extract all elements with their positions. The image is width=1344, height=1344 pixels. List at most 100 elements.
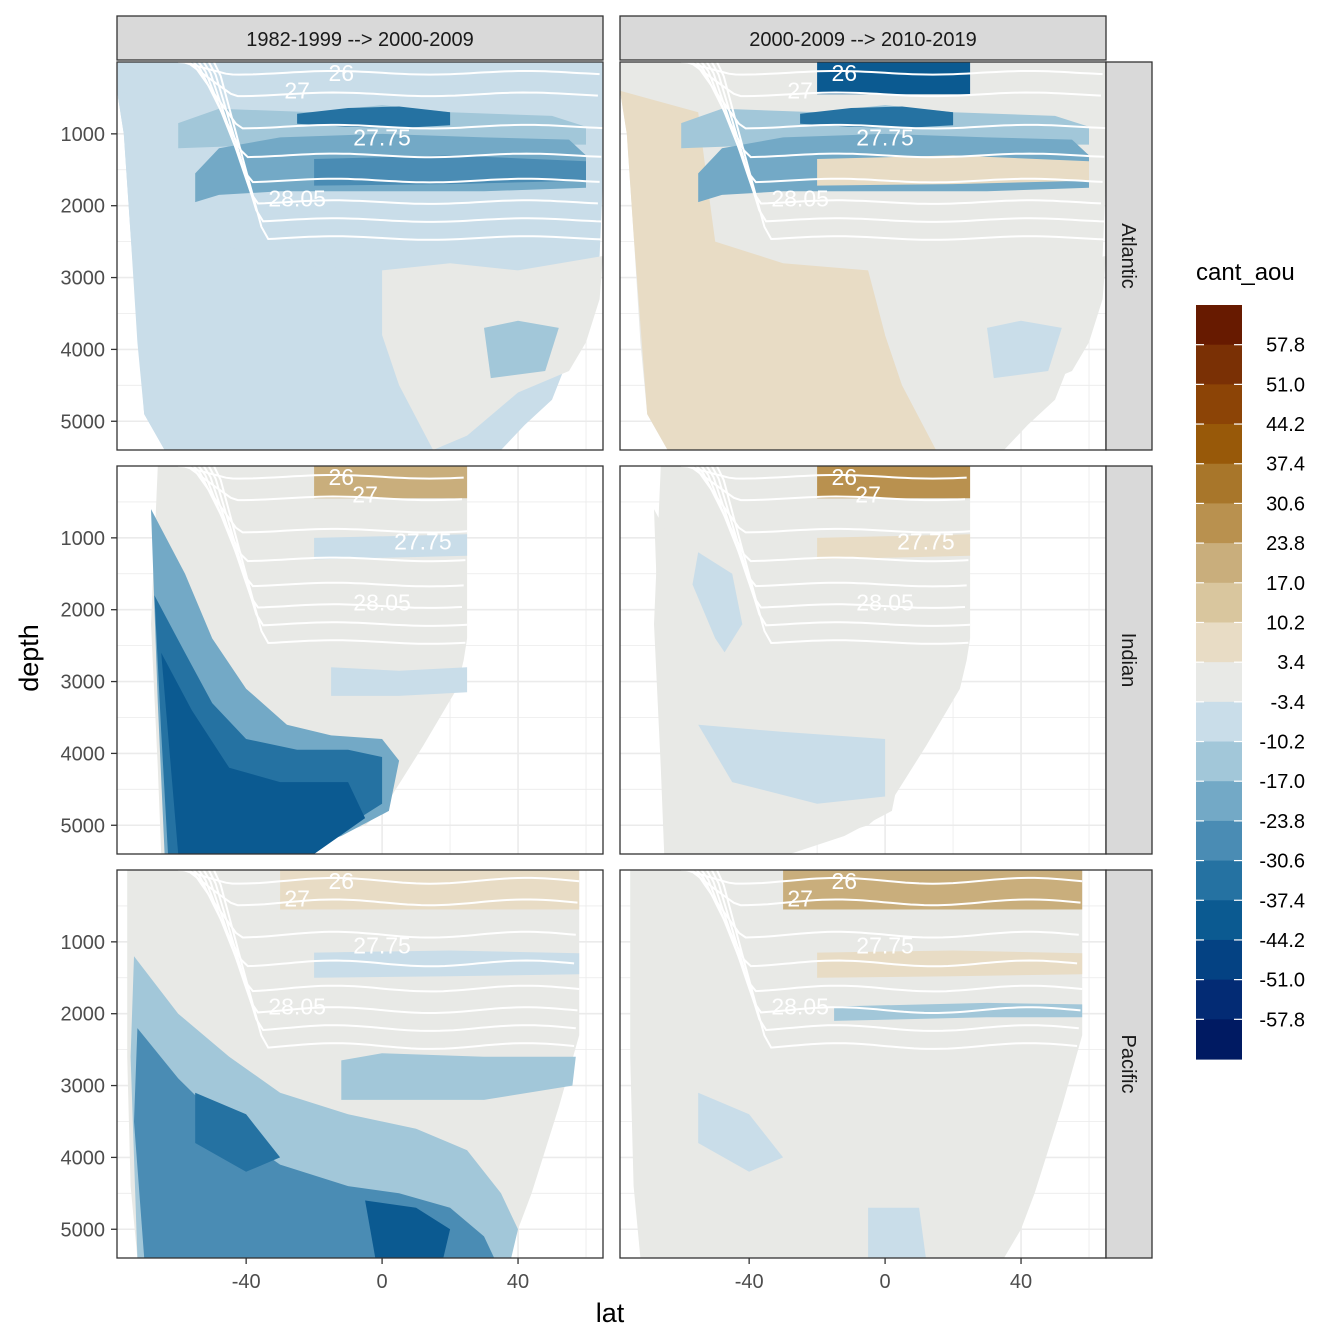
- legend-label: 57.8: [1266, 335, 1305, 357]
- isopycnal-line: [178, 62, 600, 76]
- isopycnal-line: [681, 870, 1083, 885]
- isopycnal-label: 27: [787, 886, 813, 912]
- isopycnal-line: [705, 62, 1101, 205]
- column-strip-label: 1982-1999 --> 2000-2009: [246, 29, 473, 51]
- contour-band: [698, 724, 886, 804]
- isopycnal-line: [681, 466, 967, 480]
- isopycnal-line: [715, 62, 1105, 241]
- contour-band: [314, 466, 468, 499]
- isopycnal-label: 28.05: [771, 186, 829, 212]
- isopycnal-lines: [178, 466, 468, 645]
- strips-layer: 1982-1999 --> 2000-2009 2000-2009 --> 201…: [116, 15, 1153, 1259]
- contour-band: [161, 652, 366, 854]
- legend-swatch: [1196, 979, 1242, 1020]
- contour-band: [134, 1028, 495, 1258]
- isopycnal-label: 27: [352, 482, 378, 508]
- isopycnal-line: [695, 62, 1105, 159]
- legend-label: 51.0: [1266, 374, 1305, 396]
- isopycnal-line: [695, 870, 1078, 968]
- legend-label: 30.6: [1266, 493, 1305, 515]
- isopycnal-line: [212, 466, 466, 645]
- isopycnal-line: [685, 870, 1081, 907]
- isopycnal-line: [710, 870, 1079, 1032]
- legend-title: cant_aou: [1196, 259, 1295, 286]
- isopycnal-label: 27.75: [856, 124, 914, 150]
- isopycnal-label: 27.75: [353, 932, 411, 958]
- isopycnal-label: 28.05: [771, 994, 829, 1020]
- isopycnal-label: 28.05: [856, 590, 914, 616]
- isopycnal-label: 27.75: [856, 932, 914, 958]
- isopycnal-label: 27.75: [897, 528, 955, 554]
- legend-label: -57.8: [1259, 1009, 1305, 1031]
- y-tick-label: 5000: [61, 1219, 106, 1241]
- contour-band: [195, 1092, 281, 1172]
- legend-swatch: [1196, 1019, 1242, 1060]
- y-tick-label: 5000: [61, 815, 106, 837]
- contour-band: [987, 320, 1062, 379]
- contour-band: [817, 950, 1083, 978]
- contour-fills: [630, 870, 1083, 1258]
- contour-band: [800, 106, 954, 129]
- contour-band: [783, 870, 1083, 910]
- y-tick-label: 2000: [61, 600, 106, 622]
- isopycnal-line: [178, 466, 464, 480]
- column-strip: [116, 15, 604, 61]
- y-axis-title: depth: [14, 624, 44, 692]
- legend-label: -3.4: [1271, 692, 1305, 714]
- contour-fills: [151, 466, 468, 854]
- legend-swatch: [1196, 503, 1242, 544]
- legend-swatch: [1196, 662, 1242, 703]
- isopycnal-line: [192, 62, 602, 159]
- isopycnal-line: [690, 870, 1079, 939]
- legend-swatch: [1196, 622, 1242, 663]
- isopycnal-line: [710, 466, 971, 627]
- legend-label: -23.8: [1259, 811, 1305, 833]
- legend: cant_aou 57.8 51.0 44.2 37.4 30.6 23.8 17.0 10.…: [1196, 259, 1305, 1060]
- isopycnal-line: [187, 466, 468, 534]
- legend-swatch: [1196, 424, 1242, 465]
- contour-band: [630, 870, 1083, 1258]
- legend-swatch: [1196, 701, 1242, 743]
- isopycnal-line: [202, 870, 578, 1014]
- y-tick-label: 4000: [61, 1147, 106, 1169]
- legend-swatch: [1196, 939, 1242, 981]
- isopycnal-line: [197, 870, 580, 993]
- contour-fills: [654, 466, 971, 854]
- isopycnal-label: 26: [329, 60, 355, 86]
- row-strip: [1105, 61, 1153, 451]
- legend-swatch: [1196, 781, 1242, 822]
- isopycnal-lines: [178, 870, 580, 1050]
- legend-swatch: [1196, 860, 1242, 901]
- isopycnal-label: 27.75: [394, 528, 452, 554]
- contour-band: [688, 552, 743, 668]
- isopycnal-line: [700, 870, 1083, 993]
- contour-band: [698, 1092, 784, 1172]
- x-tick-label: 40: [507, 1271, 529, 1293]
- isopycnal-label: 27: [284, 886, 310, 912]
- isopycnal-line: [182, 466, 463, 502]
- isopycnal-label: 28.05: [268, 994, 326, 1020]
- contour-fills: [620, 62, 1106, 450]
- legend-swatch: [1196, 344, 1242, 385]
- row-strip-label: Atlantic: [1117, 223, 1139, 289]
- legend-label: -17.0: [1259, 771, 1305, 793]
- isopycnal-label: 27: [787, 78, 813, 104]
- legend-label: 17.0: [1266, 573, 1305, 595]
- x-tick-label: 0: [377, 1271, 388, 1293]
- y-tick-label: 4000: [61, 339, 106, 361]
- legend-label: 23.8: [1266, 533, 1305, 555]
- isopycnal-line: [715, 466, 969, 645]
- contour-band: [817, 534, 971, 560]
- legend-label: -44.2: [1259, 930, 1305, 952]
- x-axis-title: lat: [596, 1298, 625, 1328]
- contour-band: [817, 466, 971, 499]
- y-tick-label: 4000: [61, 743, 106, 765]
- isopycnal-line: [192, 870, 575, 968]
- isopycnal-label: 28.05: [353, 590, 411, 616]
- legend-label: 3.4: [1277, 652, 1305, 674]
- isopycnal-line: [197, 62, 600, 184]
- isopycnal-line: [207, 62, 603, 223]
- legend-swatch: [1196, 543, 1242, 584]
